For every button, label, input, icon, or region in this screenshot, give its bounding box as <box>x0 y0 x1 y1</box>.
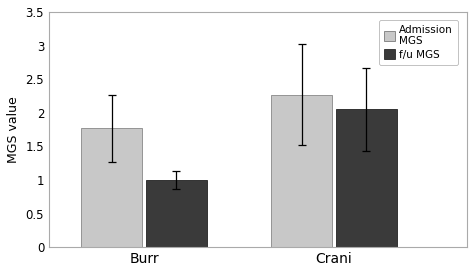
Bar <box>82 128 142 247</box>
Bar <box>336 109 397 247</box>
Y-axis label: MGS value: MGS value <box>7 96 20 163</box>
Bar <box>146 180 207 247</box>
Bar <box>271 95 332 247</box>
Legend: Admission
MGS, f/u MGS: Admission MGS, f/u MGS <box>379 19 458 65</box>
